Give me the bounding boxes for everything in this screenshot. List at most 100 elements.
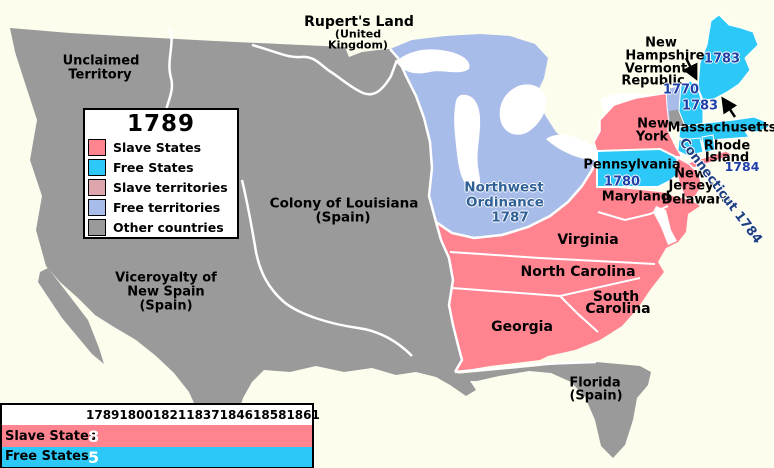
arrow-from-massachusetts xyxy=(721,96,738,118)
timeline-slave-states-label: Slave States xyxy=(5,429,97,444)
label-pennsylvania-year: 1780 xyxy=(603,174,641,190)
river-upper-mississippi xyxy=(389,48,438,223)
map-region-rhode-island xyxy=(701,134,716,153)
label-south-carolina-1: South xyxy=(592,289,640,305)
label-ruperts-land-sub1: (United xyxy=(334,27,382,41)
label-vermont: Vermont xyxy=(624,61,688,77)
map-region-new-york xyxy=(593,92,684,158)
timeline-slave-states-count: 8 xyxy=(88,427,100,446)
timeline-box: 1789 1800 1821 1837 1846 1858 1861 Slave… xyxy=(0,403,320,468)
timeline-row-slave-states: Slave States 8 xyxy=(2,425,312,447)
legend-swatch-slave-states xyxy=(88,138,106,156)
label-new-hampshire-year: 1783 xyxy=(681,98,719,114)
label-rhode-island-2: Island xyxy=(704,150,750,166)
legend-label-slave-territories: Slave territories xyxy=(113,179,228,195)
legend-box: 1789 Slave States Free States Slave terr… xyxy=(83,108,239,239)
label-new-york-1: New xyxy=(637,116,669,132)
legend-row-other-countries: Other countries xyxy=(88,217,237,237)
timeline-row-free-states: Free States 5 xyxy=(2,447,312,467)
chesapeake-bay xyxy=(653,206,677,245)
label-louisiana-2: (Spain) xyxy=(315,209,371,226)
map-region-slave-states-south xyxy=(436,158,700,372)
river-ruperts-border xyxy=(251,43,399,96)
legend-row-slave-territories: Slave territories xyxy=(88,177,237,197)
timeline-year: 1861 xyxy=(286,408,320,422)
label-unclaimed-2: Territory xyxy=(68,67,132,83)
label-new-jersey-2: Jersey xyxy=(668,178,714,194)
timeline-year: 1846 xyxy=(219,408,254,422)
legend-row-slave-states: Slave States xyxy=(88,137,237,157)
label-georgia: Georgia xyxy=(491,319,553,335)
label-massachusetts: Massachusetts xyxy=(667,120,774,136)
label-northwest-ordinance-2: Ordinance xyxy=(466,194,544,211)
label-new-hampshire-2: Hampshire xyxy=(625,48,705,64)
legend-label-free-states: Free States xyxy=(113,159,194,175)
map-region-new-hampshire xyxy=(678,80,704,127)
label-northwest-ordinance-3: 1787 xyxy=(491,209,529,226)
label-florida-2: (Spain) xyxy=(569,388,623,404)
border-west-florida xyxy=(454,360,597,374)
lake-michigan xyxy=(454,94,481,188)
legend-label-other-countries: Other countries xyxy=(113,219,224,235)
label-ruperts-land: Rupert's Land xyxy=(304,14,414,30)
label-rhode-island-year: 1784 xyxy=(724,158,760,174)
arrow-to-vermont xyxy=(682,57,698,81)
timeline-free-states-count: 5 xyxy=(88,448,100,467)
timeline-year: 1800 xyxy=(119,408,153,422)
label-north-carolina: North Carolina xyxy=(520,264,636,280)
label-louisiana-1: Colony of Louisiana xyxy=(269,195,419,212)
label-unclaimed-1: Unclaimed xyxy=(62,53,140,69)
legend-title: 1789 xyxy=(126,111,195,137)
label-ruperts-land-sub2: Kingdom) xyxy=(328,38,388,52)
timeline-year: 1837 xyxy=(186,408,220,422)
map-region-maine xyxy=(697,14,759,101)
label-south-carolina-2: Carolina xyxy=(585,301,651,317)
timeline-year: 1789 xyxy=(86,408,120,422)
label-new-spain-1: Viceroyalty of xyxy=(115,270,217,286)
label-new-jersey-1: New xyxy=(674,166,706,182)
river-louisiana-newspain-border xyxy=(240,179,413,357)
legend-row-free-states: Free States xyxy=(88,157,237,177)
lake-erie xyxy=(546,134,600,160)
label-new-spain-2: New Spain xyxy=(127,284,205,300)
label-maryland: Maryland xyxy=(601,189,671,205)
legend-swatch-free-territories xyxy=(88,198,106,216)
map-region-florida xyxy=(455,362,651,458)
timeline-year: 1821 xyxy=(152,408,187,422)
label-pennsylvania: Pennsylvania xyxy=(583,157,681,173)
label-florida-1: Florida xyxy=(569,375,621,391)
label-vermont-year: 1770 xyxy=(662,82,700,98)
legend-swatch-slave-territories xyxy=(88,178,106,196)
label-republic: Republic xyxy=(621,73,685,89)
label-new-spain-3: (Spain) xyxy=(139,298,193,314)
border-virginia-northcarolina xyxy=(449,251,656,265)
map-region-new-jersey xyxy=(674,156,703,199)
label-new-york-2: York xyxy=(635,129,669,145)
legend-swatch-free-states xyxy=(88,158,106,176)
legend-label-slave-states: Slave States xyxy=(113,139,202,155)
label-maine-year: 1783 xyxy=(703,51,741,67)
label-rhode-island-1: Rhode xyxy=(703,138,751,154)
label-new-hampshire-1: New xyxy=(645,35,677,51)
border-carolinas-georgia xyxy=(451,277,641,333)
label-virginia: Virginia xyxy=(557,232,619,248)
map-region-baja xyxy=(38,268,104,364)
legend-swatch-other-countries xyxy=(88,218,106,236)
legend-row-free-territories: Free territories xyxy=(88,197,237,217)
timeline-years-row: 1789 1800 1821 1837 1846 1858 1861 xyxy=(86,408,320,424)
timeline-free-states-label: Free States xyxy=(5,449,89,464)
map-region-other-countries-main xyxy=(10,28,476,468)
legend-label-free-territories: Free territories xyxy=(113,199,221,215)
timeline-year: 1858 xyxy=(253,408,287,422)
lake-huron xyxy=(499,84,547,135)
border-maryland-virginia xyxy=(597,205,669,222)
river-borders xyxy=(161,27,669,374)
map-region-connecticut xyxy=(677,137,704,157)
label-delaware: Delaware xyxy=(661,192,731,208)
label-northwest-ordinance-1: Northwest xyxy=(464,179,544,196)
lake-superior xyxy=(396,49,470,74)
map-region-northwest-territory xyxy=(390,34,597,238)
river-mississippi xyxy=(434,221,464,373)
border-ohio-river xyxy=(435,157,599,240)
